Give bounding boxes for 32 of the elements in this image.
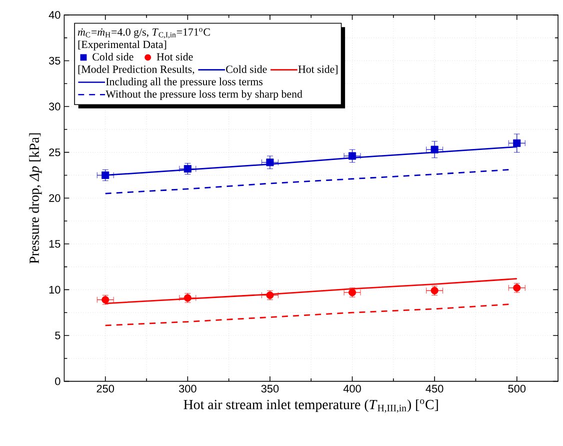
x-tick-label: 300 [178, 384, 196, 393]
x-tick-label: 350 [261, 384, 279, 393]
line-series [104, 169, 510, 194]
annotation: [Experimental Data] [78, 40, 166, 50]
y-tick-label: 10 [49, 286, 60, 294]
line-series [104, 304, 510, 326]
legend-label: Hot side [156, 52, 193, 61]
y-tick-label: 15 [49, 240, 60, 248]
point [266, 158, 274, 166]
text: ṁ$_{C}$=ṁ$_{H}$=4.0 g/s, T$_{C,I,in}$=171$^{o}$C [78, 28, 210, 38]
point [348, 152, 356, 160]
y-tick-label: 20 [49, 194, 60, 202]
y-tick-label: 0 [55, 377, 60, 386]
legend-label: Without the pressure loss term by sharp bend [106, 90, 302, 100]
annotation: Including all the pressure loss terms [106, 78, 263, 88]
x-tick-label: 250 [96, 384, 114, 393]
y-tick-label: 40 [48, 11, 60, 19]
y-axis-title: Pressure drop, Δp [kPa] [29, 133, 42, 264]
point [513, 139, 521, 147]
x-tick-label: 400 [343, 384, 361, 393]
y-tick-label: 5 [55, 332, 60, 340]
y-tick-label: 30 [48, 102, 60, 110]
x-axis-title: Hot air stream inlet temperature (T$_{H,III,in}$) [$^{o}$C] [184, 399, 438, 413]
y-tick-label: 35 [48, 56, 60, 65]
legend-label: Cold side [92, 52, 134, 61]
annotation: [Model Prediction Results, [78, 65, 194, 75]
legend-label: Cold side [226, 65, 267, 73]
point [430, 146, 438, 154]
x-tick-label: 500 [508, 384, 526, 393]
x-tick-label: 450 [426, 384, 444, 393]
legend-label: Hot side] [298, 65, 338, 74]
y-tick-label: 25 [49, 148, 60, 156]
